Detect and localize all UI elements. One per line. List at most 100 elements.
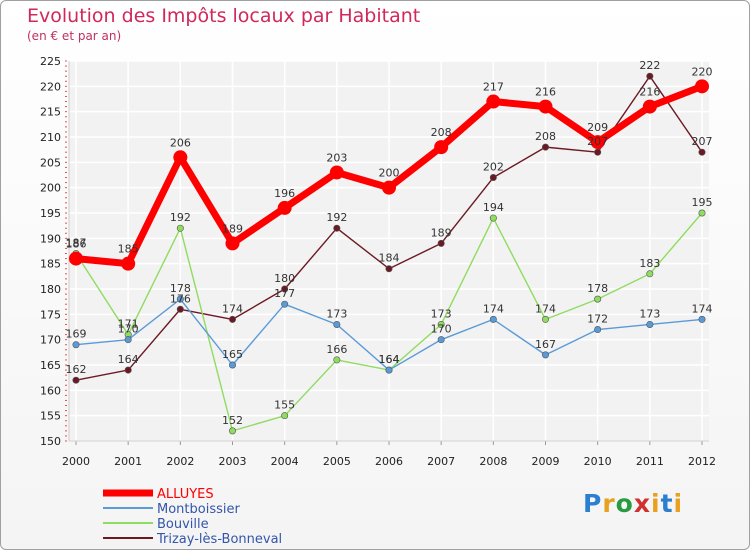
- data-label: 184: [379, 252, 400, 265]
- proxiti-logo: Proxiti: [583, 489, 683, 518]
- data-point[interactable]: [176, 305, 184, 313]
- data-point[interactable]: [695, 79, 709, 94]
- data-point[interactable]: [229, 315, 237, 323]
- data-label: 178: [170, 282, 191, 295]
- chart-title: Evolution des Impôts locaux par Habitant: [27, 5, 421, 27]
- data-point[interactable]: [124, 336, 132, 344]
- data-label: 207: [692, 135, 713, 148]
- data-label: 209: [587, 121, 608, 134]
- data-label: 177: [274, 287, 295, 300]
- data-point[interactable]: [72, 376, 80, 384]
- data-point[interactable]: [594, 326, 602, 334]
- data-point[interactable]: [538, 99, 553, 114]
- y-tick-label: 205: [40, 156, 61, 169]
- data-point[interactable]: [229, 361, 237, 369]
- data-point[interactable]: [277, 200, 292, 215]
- data-label: 192: [170, 211, 191, 224]
- data-point[interactable]: [229, 427, 237, 435]
- data-point[interactable]: [72, 341, 80, 349]
- data-point[interactable]: [69, 251, 83, 266]
- logo-letter: x: [633, 489, 651, 518]
- data-point[interactable]: [642, 99, 657, 114]
- chart-subtitle: (en € et par an): [27, 29, 122, 43]
- data-point[interactable]: [489, 315, 497, 323]
- logo-letter: o: [615, 489, 634, 518]
- y-tick-label: 200: [40, 182, 61, 195]
- data-point[interactable]: [541, 315, 549, 323]
- data-point[interactable]: [646, 320, 654, 328]
- data-point[interactable]: [333, 356, 341, 364]
- data-point[interactable]: [698, 148, 706, 156]
- y-tick-label: 150: [40, 435, 61, 448]
- data-point[interactable]: [590, 135, 605, 150]
- data-point[interactable]: [281, 412, 289, 420]
- data-point[interactable]: [646, 270, 654, 278]
- x-tick-label: 2003: [219, 455, 247, 468]
- data-label: 194: [483, 201, 504, 214]
- data-point[interactable]: [329, 165, 344, 180]
- data-label: 169: [66, 328, 87, 341]
- data-point[interactable]: [385, 366, 393, 374]
- data-point[interactable]: [281, 285, 289, 293]
- data-label: 174: [222, 302, 243, 315]
- data-label: 155: [274, 399, 295, 412]
- x-tick-label: 2004: [271, 455, 299, 468]
- data-point[interactable]: [225, 236, 240, 251]
- data-point[interactable]: [437, 320, 445, 328]
- data-label: 178: [587, 282, 608, 295]
- x-tick-label: 2010: [584, 455, 612, 468]
- data-label: 216: [535, 86, 556, 99]
- data-label: 208: [535, 130, 556, 143]
- logo-letter: i: [651, 489, 661, 518]
- data-point[interactable]: [124, 366, 132, 374]
- data-point[interactable]: [486, 94, 501, 109]
- data-label: 207: [587, 135, 608, 148]
- x-tick-label: 2012: [688, 455, 716, 468]
- data-label: 185: [118, 243, 139, 256]
- data-point[interactable]: [385, 265, 393, 273]
- y-tick-label: 225: [40, 55, 61, 68]
- data-label: 195: [692, 196, 713, 209]
- data-point[interactable]: [434, 140, 449, 155]
- data-point[interactable]: [173, 150, 188, 165]
- data-point[interactable]: [176, 224, 184, 232]
- data-point[interactable]: [541, 351, 549, 359]
- data-point[interactable]: [698, 315, 706, 323]
- data-label: 162: [66, 363, 87, 376]
- data-label: 174: [535, 302, 556, 315]
- data-point[interactable]: [489, 174, 497, 182]
- data-point[interactable]: [541, 143, 549, 151]
- data-point[interactable]: [594, 295, 602, 303]
- logo-letter: i: [673, 489, 684, 518]
- x-tick-label: 2001: [114, 455, 142, 468]
- y-tick-label: 185: [40, 258, 61, 271]
- legend-label: Trizay-lès-Bonneval: [156, 532, 282, 547]
- x-tick-label: 2005: [323, 455, 351, 468]
- data-label: 196: [274, 187, 295, 200]
- data-label: 189: [431, 226, 452, 239]
- data-point[interactable]: [176, 295, 184, 303]
- data-point[interactable]: [382, 180, 396, 195]
- data-point[interactable]: [333, 320, 341, 328]
- x-tick-label: 2008: [479, 455, 507, 468]
- data-label: 206: [170, 136, 191, 149]
- y-tick-label: 155: [40, 410, 61, 423]
- data-point[interactable]: [646, 72, 654, 80]
- data-label: 174: [483, 302, 504, 315]
- data-point[interactable]: [594, 148, 602, 156]
- y-tick-label: 175: [40, 308, 61, 321]
- data-point[interactable]: [489, 214, 497, 222]
- x-tick-label: 2011: [636, 455, 664, 468]
- data-point[interactable]: [121, 256, 136, 271]
- data-label: 220: [692, 65, 713, 78]
- x-tick-label: 2002: [166, 455, 194, 468]
- data-point[interactable]: [698, 209, 706, 217]
- data-point[interactable]: [333, 224, 341, 232]
- data-point[interactable]: [437, 336, 445, 344]
- data-point[interactable]: [437, 239, 445, 247]
- x-tick-label: 2007: [427, 455, 455, 468]
- data-point[interactable]: [281, 300, 289, 308]
- data-label: 203: [326, 151, 347, 164]
